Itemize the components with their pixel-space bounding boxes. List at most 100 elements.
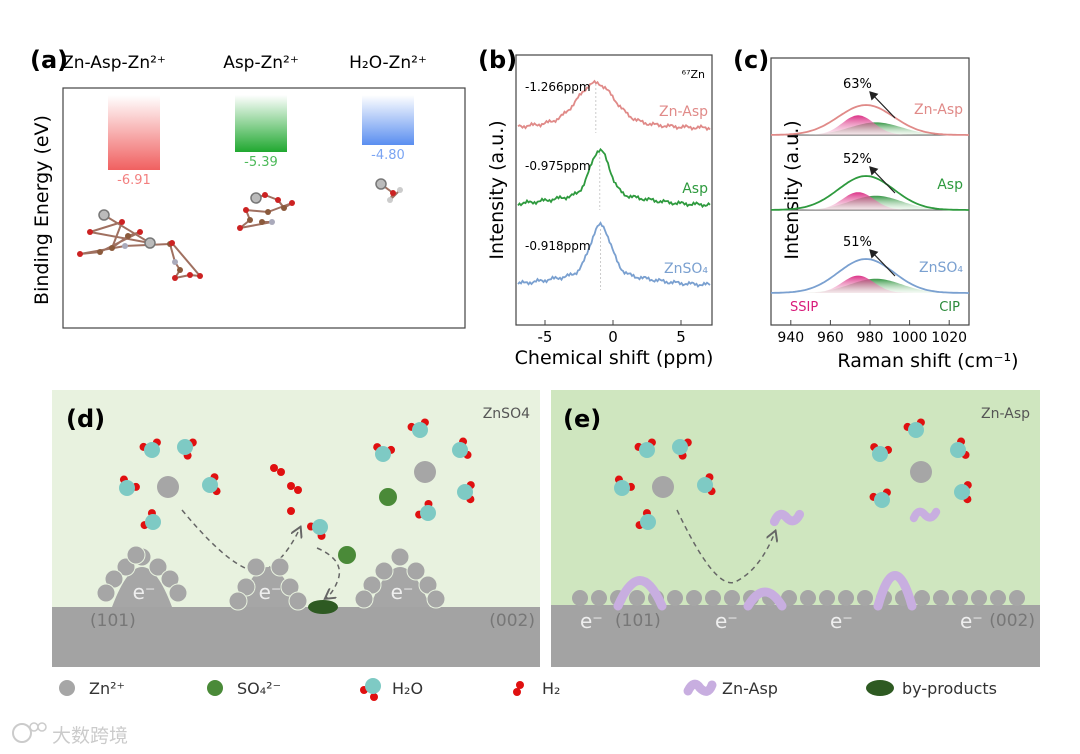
atom <box>172 259 178 265</box>
zinc-ion <box>414 461 436 483</box>
panel-label: (d) <box>66 405 105 433</box>
electrolyte-label: Zn-Asp <box>981 406 1030 422</box>
zinc-atom <box>246 557 266 577</box>
water-oxygen <box>908 422 924 438</box>
water-oxygen <box>177 439 193 455</box>
bond <box>169 243 176 263</box>
electron-label: e⁻ <box>580 609 603 633</box>
zinc-atom <box>914 590 930 606</box>
y-axis-label: Intensity (a.u.) <box>781 120 803 259</box>
atom <box>197 273 203 279</box>
water-oxygen <box>420 505 436 521</box>
water-oxygen <box>614 480 630 496</box>
raman-fit-line <box>771 104 969 136</box>
bar <box>362 95 414 145</box>
legend-label: by-products <box>902 679 997 698</box>
atom <box>269 219 275 225</box>
ssip-area <box>771 275 969 293</box>
atom <box>109 245 115 251</box>
zinc-atom <box>819 590 835 606</box>
bar <box>108 95 160 170</box>
zinc-atom <box>375 178 387 190</box>
peak-label: -1.266ppm <box>525 80 591 94</box>
zinc-dendrite <box>112 567 172 607</box>
water-oxygen <box>950 442 966 458</box>
series-label: Asp <box>682 181 708 197</box>
facet-label: (002) <box>489 611 535 631</box>
raman-fit-line <box>771 258 969 294</box>
zinc-atom <box>800 590 816 606</box>
water-oxygen <box>954 484 970 500</box>
zinc-atom <box>270 557 290 577</box>
bond <box>103 214 151 244</box>
sulfate-ion <box>379 488 397 506</box>
x-tick-label: 940 <box>777 330 804 346</box>
panel-b: (b) ⁶⁷Zn Intensity (a.u.) Chemical shift… <box>478 46 713 369</box>
water-oxygen <box>697 477 713 493</box>
atom <box>169 240 175 246</box>
legend-item: Zn-Asp <box>683 679 778 698</box>
zinc-atom <box>288 591 308 611</box>
hydrogen-atom <box>370 693 378 701</box>
series-label: Zn-Asp <box>914 102 963 118</box>
peak-label: -0.975ppm <box>525 159 591 173</box>
legend-label: H₂O <box>392 679 423 698</box>
atom <box>247 217 253 223</box>
legend-item: H₂ <box>513 679 560 698</box>
water-oxygen <box>640 514 656 530</box>
sulfate-ion <box>338 546 356 564</box>
zinc-atom <box>148 557 168 577</box>
water-oxygen <box>639 442 655 458</box>
water-oxygen <box>872 446 888 462</box>
hydrogen-icon <box>513 688 521 696</box>
atom <box>265 209 271 215</box>
zn-asp-molecule <box>769 509 805 527</box>
panel-label: (b) <box>478 46 517 74</box>
zinc-atom <box>406 561 426 581</box>
ssip-label: SSIP <box>790 300 818 315</box>
zinc-atom <box>933 590 949 606</box>
legend-label: SO₄²⁻ <box>237 679 281 698</box>
bond <box>89 221 123 233</box>
reaction-path-arrow <box>181 509 300 572</box>
atom <box>281 205 287 211</box>
y-axis-label: Intensity (a.u.) <box>486 120 508 259</box>
zinc-atom <box>686 590 702 606</box>
hydrogen-atom <box>287 507 295 515</box>
facet-label: (101) <box>90 611 136 631</box>
bond <box>111 221 123 249</box>
zinc-atom <box>1009 590 1025 606</box>
electron-label: e⁻ <box>960 609 983 633</box>
zinc-atom <box>781 590 797 606</box>
x-tick-label: -5 <box>538 328 553 346</box>
arrow <box>869 166 896 194</box>
atom <box>289 200 295 206</box>
water-oxygen <box>412 422 428 438</box>
zinc-ion <box>652 476 674 498</box>
bar-value-label: -6.91 <box>117 173 151 188</box>
x-axis-label: Raman shift (cm⁻¹) <box>837 350 1018 372</box>
zinc-anode <box>551 605 1040 667</box>
zinc-atom <box>228 591 248 611</box>
zinc-atom <box>390 547 410 567</box>
electrolyte-label: ZnSO4 <box>483 406 530 422</box>
electron-label: e⁻ <box>133 580 156 604</box>
x-tick-label: 960 <box>817 330 844 346</box>
zinc-anode <box>52 607 540 667</box>
zn-asp-adsorbed-layer <box>743 587 787 611</box>
water-oxygen <box>874 492 890 508</box>
zinc-atom <box>857 590 873 606</box>
panel-c: (c) Intensity (a.u.) Raman shift (cm⁻¹) … <box>733 46 1019 372</box>
facet-label: (002) <box>989 611 1035 631</box>
electron-label: e⁻ <box>830 609 853 633</box>
zinc-atom <box>952 590 968 606</box>
atom <box>177 267 183 273</box>
zinc-atom <box>591 590 607 606</box>
zinc-atom <box>98 209 110 221</box>
atom <box>187 272 193 278</box>
series-label: Asp <box>937 177 963 193</box>
panel-label: (c) <box>733 46 769 74</box>
panel-d: (d) ZnSO4 (101) (002) e⁻ e⁻ e⁻ <box>52 390 540 667</box>
bar-value-label: -5.39 <box>244 155 278 170</box>
